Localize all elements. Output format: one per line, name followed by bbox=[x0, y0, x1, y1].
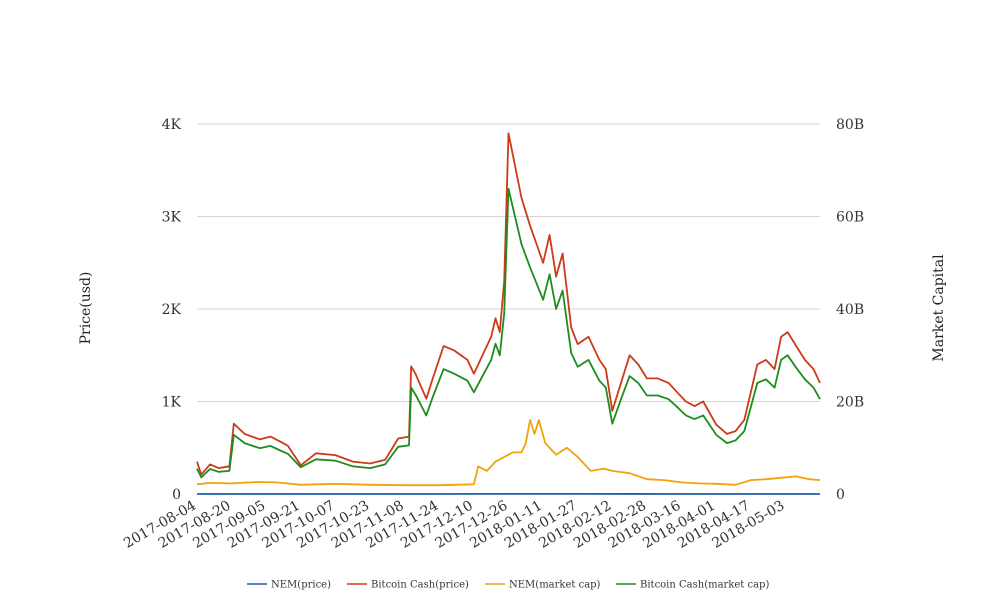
y-left-tick-label: 1K bbox=[162, 395, 182, 411]
y-left-axis: 0 1K 2K 3K 4K bbox=[162, 117, 182, 503]
y-right-tick-label: 0 bbox=[836, 487, 845, 503]
y-right-tick-label: 80B bbox=[836, 117, 864, 133]
y-left-tick-label: 2K bbox=[162, 302, 182, 318]
y-right-tick-label: 20B bbox=[836, 395, 864, 411]
y-right-axis-title: Market Capital bbox=[931, 254, 947, 362]
y-left-axis-title: Price(usd) bbox=[78, 272, 94, 345]
series-line bbox=[196, 187, 821, 479]
legend-label: NEM(market cap) bbox=[509, 580, 601, 591]
legend: NEM(price) Bitcoin Cash(price) NEM(market … bbox=[247, 580, 769, 591]
series-line bbox=[196, 132, 821, 476]
y-left-tick-label: 3K bbox=[162, 210, 182, 226]
y-right-tick-label: 40B bbox=[836, 302, 864, 318]
y-right-axis: 0 20B 40B 60B 80B bbox=[836, 117, 864, 503]
series-lines bbox=[196, 132, 821, 495]
series-line bbox=[196, 419, 821, 487]
legend-label: Bitcoin Cash(price) bbox=[371, 580, 469, 591]
gridlines bbox=[197, 123, 820, 495]
y-right-tick-label: 60B bbox=[836, 210, 864, 226]
legend-label: NEM(price) bbox=[271, 580, 331, 591]
y-left-tick-label: 0 bbox=[172, 487, 181, 503]
x-axis: 2017-08-042017-08-202017-09-052017-09-21… bbox=[121, 498, 787, 552]
y-left-tick-label: 4K bbox=[162, 117, 182, 133]
legend-label: Bitcoin Cash(market cap) bbox=[640, 580, 769, 591]
